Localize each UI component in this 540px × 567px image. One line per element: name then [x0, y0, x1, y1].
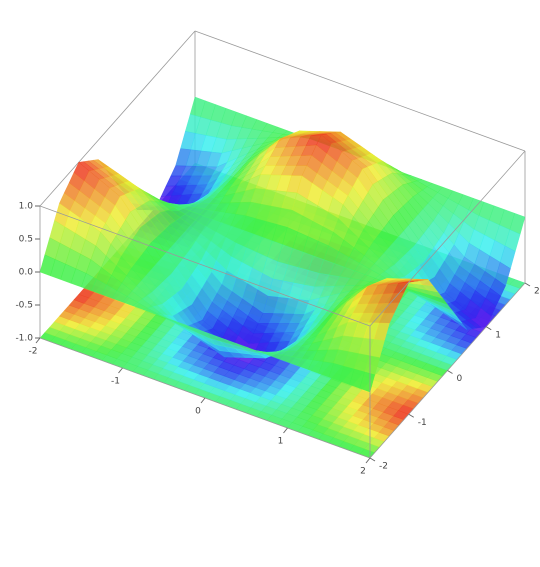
- x-tick-label: 0: [195, 407, 201, 417]
- y-tick: [524, 282, 531, 287]
- x-tick-label: 1: [278, 437, 284, 447]
- z-tick-label: -1.0: [15, 334, 33, 344]
- y-tick-label: -2: [379, 462, 388, 472]
- y-tick: [408, 413, 415, 418]
- z-tick-label: 0.0: [19, 268, 34, 278]
- z-tick-label: 1.0: [19, 202, 34, 212]
- y-tick: [485, 326, 492, 331]
- x-tick: [200, 397, 206, 404]
- y-tick-label: 0: [457, 374, 463, 384]
- box-edge: [369, 150, 526, 327]
- y-tick: [369, 457, 376, 462]
- box-edge: [39, 205, 371, 327]
- x-tick: [118, 367, 123, 374]
- y-tick: [447, 370, 453, 374]
- x-tick-label: -1: [111, 377, 120, 387]
- surface-cell: [359, 371, 376, 393]
- x-tick-label: 2: [360, 467, 366, 477]
- box-edge: [194, 30, 526, 152]
- box-edge: [39, 30, 196, 207]
- x-tick: [35, 337, 41, 344]
- z-tick-label: 0.5: [19, 235, 33, 245]
- x-tick: [365, 457, 371, 464]
- y-tick-label: 1: [495, 330, 501, 340]
- y-tick-label: -1: [418, 418, 427, 428]
- x-tick-label: -2: [29, 347, 38, 357]
- x-tick: [283, 427, 288, 434]
- y-tick-label: 2: [534, 287, 540, 297]
- z-tick-label: -0.5: [15, 301, 33, 311]
